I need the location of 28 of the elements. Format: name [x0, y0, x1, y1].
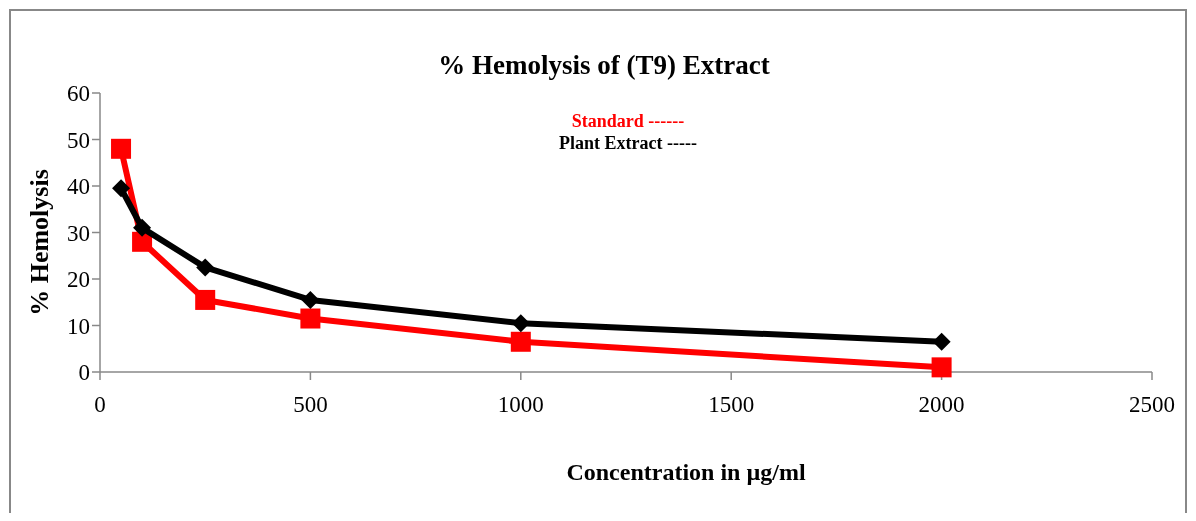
point: [196, 258, 215, 277]
x-tick-label: 1000: [497, 392, 544, 417]
chart-title: % Hemolysis of (T9) Extract: [438, 50, 770, 80]
y-tick-label: 20: [67, 267, 90, 293]
y-tick-label: 30: [67, 220, 90, 246]
x-tick-label: 2500: [1129, 392, 1175, 417]
text: Plant Extract -----: [559, 133, 697, 153]
y-tick-label: 0: [78, 360, 90, 386]
y-tick-label: 60: [67, 81, 90, 107]
y-tick-label: 10: [67, 313, 90, 339]
x-axis-title: Concentration in µg/ml: [566, 459, 806, 485]
point: [931, 357, 952, 378]
y-tick-label: 50: [67, 127, 90, 153]
text: Standard ------: [571, 111, 685, 131]
point: [511, 314, 530, 333]
point: [195, 289, 216, 310]
point: [111, 138, 132, 159]
x-tick-label: 1500: [708, 392, 755, 417]
point: [133, 218, 152, 237]
x-tick-label: 2000: [918, 392, 965, 417]
y-tick-label: 40: [67, 174, 90, 200]
point: [510, 331, 531, 352]
point: [300, 308, 321, 329]
point: [112, 179, 131, 198]
y-axis-title: % Hemolysis: [25, 169, 54, 316]
x-tick-label: 0: [94, 392, 106, 417]
x-tick-label: 500: [293, 392, 328, 417]
point: [301, 290, 320, 309]
